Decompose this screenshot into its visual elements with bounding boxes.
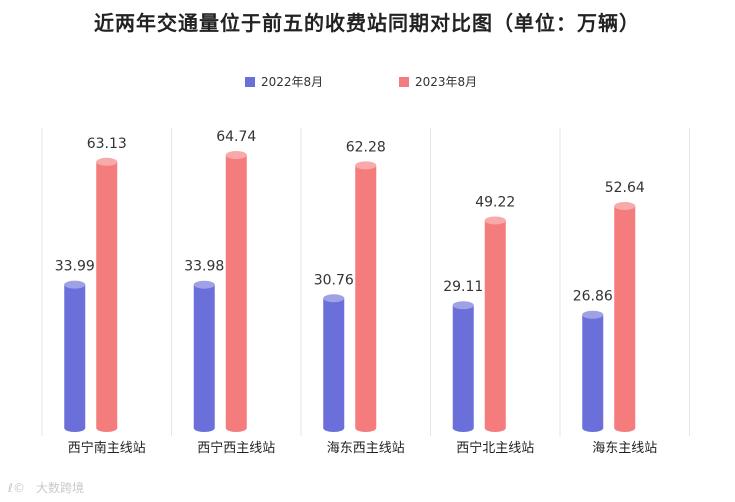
category-label: 西宁北主线站 <box>456 440 534 456</box>
value-label: 26.86 <box>573 289 613 305</box>
bar-2022年8月-西宁北主线站 <box>452 305 474 428</box>
category-label: 西宁西主线站 <box>197 440 275 456</box>
legend-swatch-2023 <box>399 77 409 87</box>
bar-base <box>484 424 506 432</box>
bar-base <box>96 424 118 432</box>
value-label: 29.11 <box>443 279 483 295</box>
value-labels: 33.99 63.13 33.98 64.74 30.76 62.28 29.11 49.22… <box>55 129 645 305</box>
bar-2023年8月-海东西主线站 <box>355 165 377 429</box>
bar-base <box>225 424 247 432</box>
value-label: 52.64 <box>605 180 645 196</box>
legend: 2022年8月 2023年8月 <box>245 75 477 89</box>
bar-cap <box>323 294 345 303</box>
watermark-text: 大数跨境 <box>36 480 84 495</box>
bar-base <box>64 424 86 432</box>
bar-base <box>452 424 474 432</box>
bar-base <box>323 424 345 432</box>
bar-2023年8月-西宁北主线站 <box>484 220 506 428</box>
bar-cap <box>96 157 118 166</box>
group-dividers <box>41 128 690 436</box>
category-labels: 西宁南主线站 西宁西主线站 海东西主线站 西宁北主线站 海东主线站 <box>68 440 658 456</box>
value-label: 30.76 <box>314 272 354 288</box>
bar-2022年8月-西宁南主线站 <box>64 284 86 428</box>
bar-2022年8月-海东主线站 <box>582 314 604 428</box>
value-label: 62.28 <box>346 139 386 155</box>
value-label: 63.13 <box>87 136 127 152</box>
bar-cap <box>582 310 604 319</box>
legend-label-2023: 2023年8月 <box>415 75 477 89</box>
bar-2023年8月-海东主线站 <box>614 206 636 428</box>
bar-base <box>582 424 604 432</box>
value-label: 33.99 <box>55 259 95 275</box>
bar-cap <box>355 161 377 170</box>
watermark-logo-icon: ℓ© <box>7 481 25 495</box>
bar-cap <box>484 216 506 225</box>
bar-base <box>193 424 215 432</box>
bar-cap <box>193 280 215 289</box>
watermark: ℓ© 大数跨境 <box>7 480 84 495</box>
bar-2023年8月-西宁西主线站 <box>225 155 247 428</box>
chart-title: 近两年交通量位于前五的收费站同期对比图（单位：万辆） <box>94 11 640 35</box>
bar-2022年8月-西宁西主线站 <box>193 284 215 428</box>
bar-cap <box>614 202 636 211</box>
bar-cap <box>225 151 247 159</box>
value-label: 33.98 <box>184 259 224 275</box>
category-label: 西宁南主线站 <box>68 440 146 456</box>
bar-base <box>614 424 636 432</box>
bar-base <box>355 424 377 432</box>
bar-2023年8月-西宁南主线站 <box>96 161 118 428</box>
legend-swatch-2022 <box>245 77 255 87</box>
value-label: 49.22 <box>475 194 515 210</box>
bar-cap <box>64 280 86 289</box>
bar-cap <box>452 301 474 310</box>
category-label: 海东西主线站 <box>327 441 405 456</box>
category-label: 海东主线站 <box>592 441 657 456</box>
bar-2022年8月-海东西主线站 <box>323 298 345 428</box>
value-label: 64.74 <box>216 129 256 145</box>
bars <box>64 151 636 432</box>
legend-label-2022: 2022年8月 <box>261 75 323 89</box>
